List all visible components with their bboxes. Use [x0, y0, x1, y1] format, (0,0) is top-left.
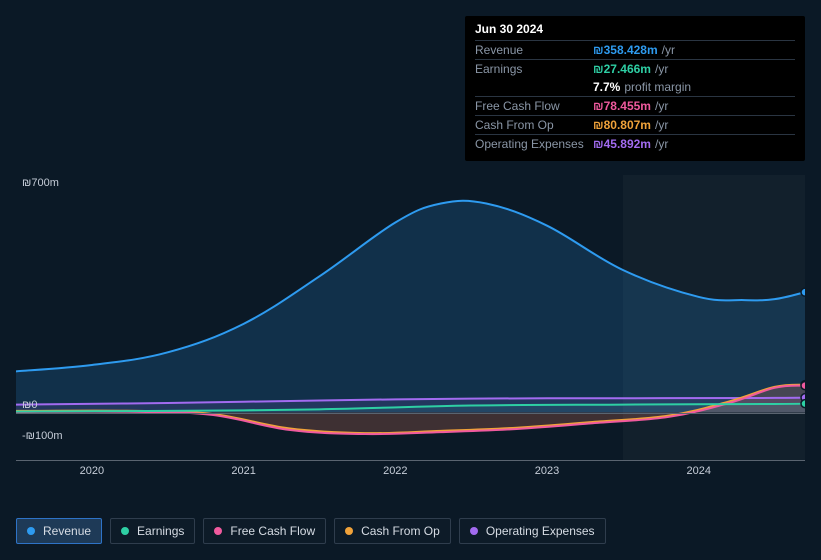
x-tick-label: 2022: [383, 465, 407, 477]
legend-dot-icon: [27, 527, 35, 535]
y-tick-label: -₪100m: [22, 430, 63, 444]
series-area-revenue: [16, 201, 805, 413]
legend-item-free_cash_flow[interactable]: Free Cash Flow: [203, 518, 326, 544]
tooltip-label: Cash From Op: [475, 118, 593, 132]
tooltip-suffix: /yr: [655, 137, 668, 151]
chart-legend: Revenue Earnings Free Cash Flow Cash From O…: [16, 518, 606, 544]
tooltip-row: Earnings₪27.466m/yr: [475, 59, 795, 78]
legend-label: Cash From Op: [361, 524, 440, 538]
tooltip-value: ₪80.807m: [593, 118, 651, 132]
tooltip-suffix: /yr: [655, 62, 668, 76]
x-tick-label: 2024: [687, 465, 711, 477]
tooltip-row: Cash From Op₪80.807m/yr: [475, 115, 795, 134]
x-axis: 2020 2021 2022 2023 2024: [16, 460, 805, 480]
tooltip-value: ₪27.466m: [593, 62, 651, 76]
tooltip-date: Jun 30 2024: [475, 22, 795, 40]
tooltip-value: ₪45.892m: [593, 137, 651, 151]
y-tick-label: ₪0: [22, 399, 37, 413]
tooltip-row: Free Cash Flow₪78.455m/yr: [475, 96, 795, 115]
chart-tooltip: Jun 30 2024 Revenue₪358.428m/yrEarnings₪…: [465, 16, 805, 161]
x-tick-label: 2023: [535, 465, 559, 477]
tooltip-suffix: /yr: [662, 43, 675, 57]
x-tick-label: 2021: [231, 465, 255, 477]
tooltip-row: Revenue₪358.428m/yr: [475, 40, 795, 59]
legend-item-cash_from_op[interactable]: Cash From Op: [334, 518, 451, 544]
tooltip-suffix: /yr: [655, 118, 668, 132]
legend-dot-icon: [345, 527, 353, 535]
legend-dot-icon: [214, 527, 222, 535]
series-end-marker: [801, 400, 805, 408]
chart-plot-area[interactable]: [16, 175, 805, 460]
financial-chart: ₪700m ₪0 -₪100m 2020 2021 2022 2023 2024: [16, 160, 805, 480]
tooltip-label: Earnings: [475, 62, 593, 76]
tooltip-label: Revenue: [475, 43, 593, 57]
tooltip-suffix: profit margin: [624, 80, 691, 94]
tooltip-value: 7.7%: [593, 80, 620, 94]
tooltip-row: 7.7% profit margin: [475, 78, 795, 96]
legend-dot-icon: [121, 527, 129, 535]
legend-label: Operating Expenses: [486, 524, 595, 538]
series-end-marker: [801, 382, 805, 390]
tooltip-value: ₪358.428m: [593, 43, 658, 57]
x-tick-label: 2020: [80, 465, 104, 477]
legend-label: Revenue: [43, 524, 91, 538]
tooltip-label: Operating Expenses: [475, 137, 593, 151]
tooltip-label: Free Cash Flow: [475, 99, 593, 113]
y-tick-label: ₪700m: [22, 177, 59, 191]
tooltip-row: Operating Expenses₪45.892m/yr: [475, 134, 795, 153]
tooltip-suffix: /yr: [655, 99, 668, 113]
chart-svg: [16, 175, 805, 460]
legend-item-earnings[interactable]: Earnings: [110, 518, 195, 544]
legend-label: Earnings: [137, 524, 184, 538]
legend-item-operating_expenses[interactable]: Operating Expenses: [459, 518, 606, 544]
series-end-marker: [801, 288, 805, 296]
zero-gridline: [16, 413, 805, 414]
legend-item-revenue[interactable]: Revenue: [16, 518, 102, 544]
legend-dot-icon: [470, 527, 478, 535]
tooltip-value: ₪78.455m: [593, 99, 651, 113]
legend-label: Free Cash Flow: [230, 524, 315, 538]
tooltip-rows: Revenue₪358.428m/yrEarnings₪27.466m/yr7.…: [475, 40, 795, 153]
